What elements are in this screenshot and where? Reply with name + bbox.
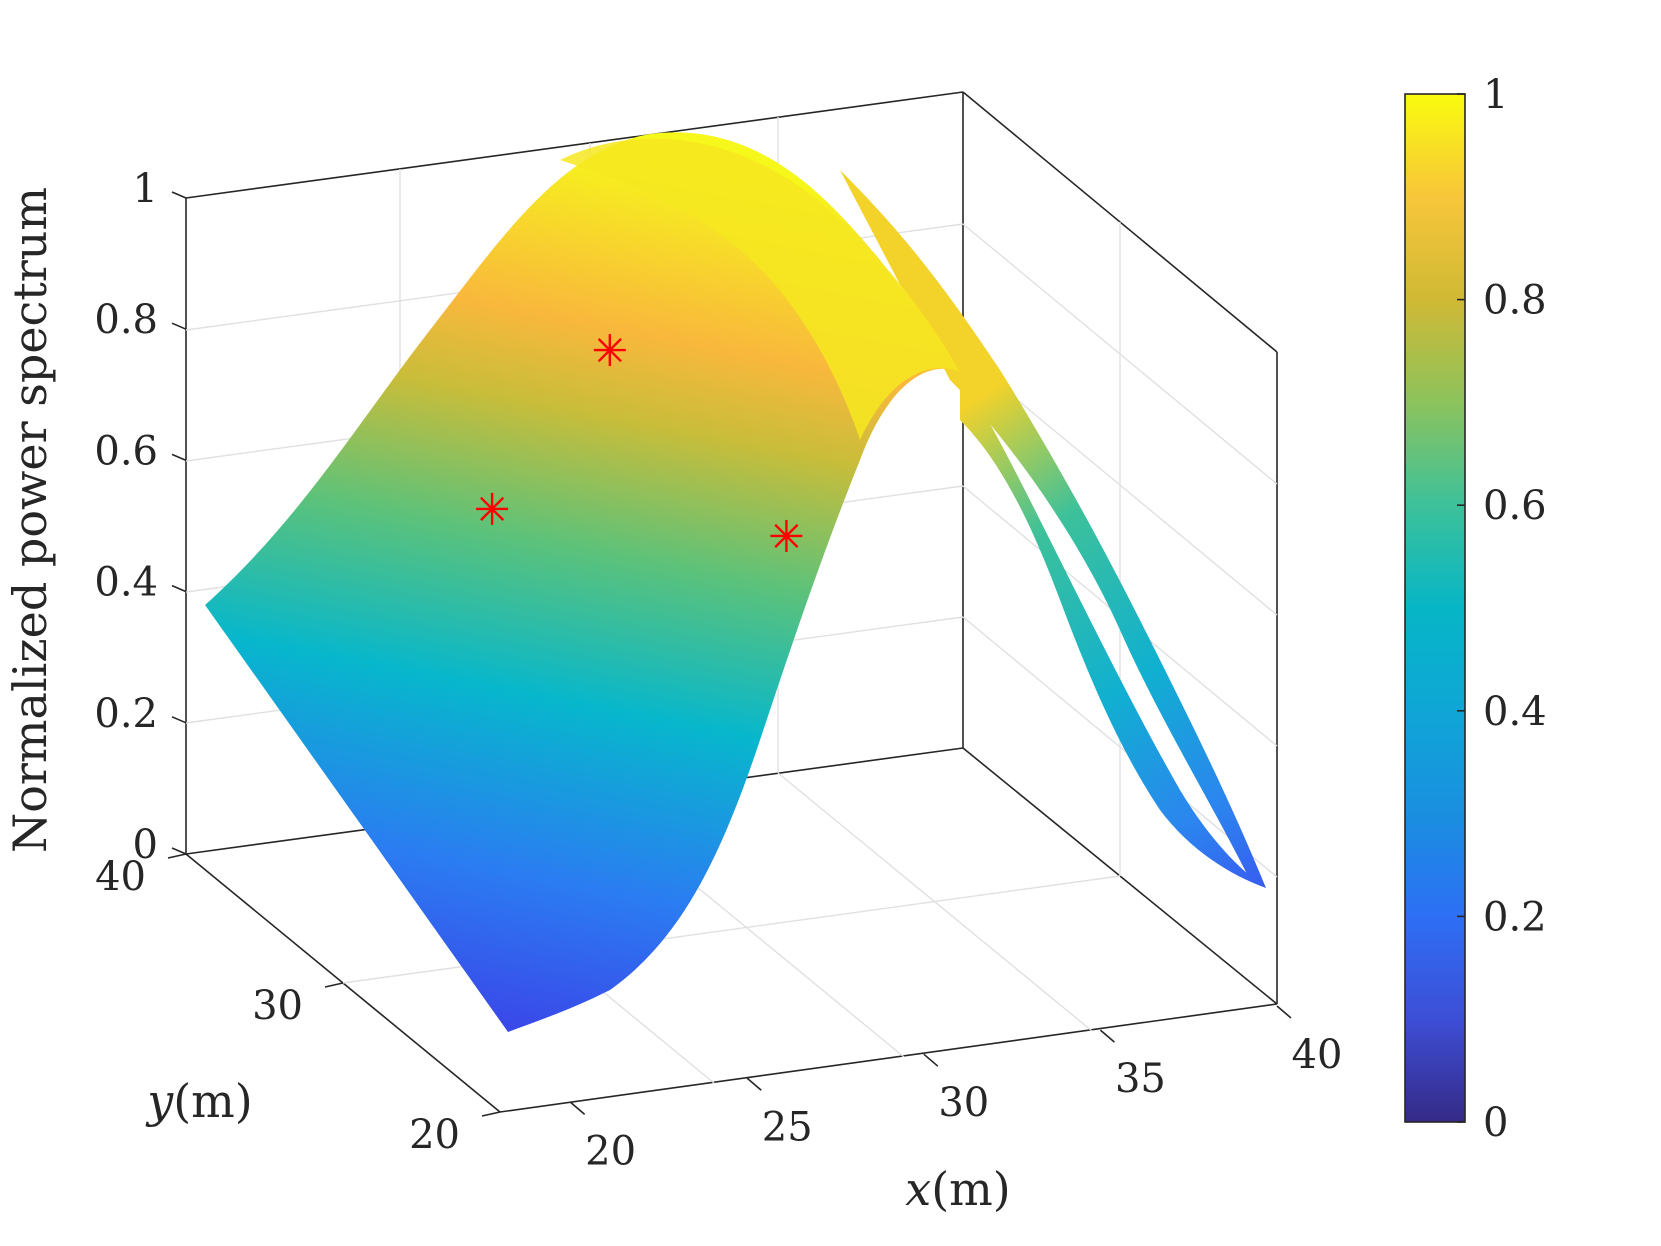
colorbar-ticks: 0 0.2 0.4 0.6 0.8 1 bbox=[1457, 72, 1547, 1146]
x-axis-ticks: 20 25 30 35 40 bbox=[570, 1005, 1343, 1174]
colorbar-tick-label: 0 bbox=[1483, 1100, 1508, 1146]
y-tick-label: 20 bbox=[409, 1112, 460, 1158]
z-tick-label: 0.2 bbox=[94, 691, 158, 737]
surface-back bbox=[840, 170, 1266, 888]
z-tick-label: 0.4 bbox=[94, 560, 158, 606]
marker-3 bbox=[770, 519, 803, 552]
colorbar-ramp bbox=[1404, 93, 1466, 1123]
markers-group bbox=[476, 334, 803, 552]
z-tick-mark bbox=[171, 453, 187, 462]
x-tick-mark bbox=[746, 1077, 762, 1091]
y-tick-label: 40 bbox=[95, 854, 146, 900]
x-tick-mark bbox=[1099, 1029, 1115, 1043]
x-axis-label: x(m) bbox=[905, 1162, 1010, 1216]
y-tick-mark bbox=[167, 853, 187, 859]
z-tick-label: 0 bbox=[133, 822, 158, 868]
x-tick-mark bbox=[570, 1101, 586, 1115]
y-axis-ticks: 20 30 40 bbox=[95, 853, 501, 1158]
colorbar: 0 0.2 0.4 0.6 0.8 1 bbox=[1404, 72, 1547, 1146]
marker-1 bbox=[476, 492, 509, 525]
y-tick-label: 30 bbox=[252, 983, 303, 1029]
x-tick-mark bbox=[1276, 1005, 1292, 1019]
colorbar-tick-label: 0.4 bbox=[1483, 689, 1547, 735]
colorbar-tick-label: 0.6 bbox=[1483, 483, 1547, 529]
colorbar-tick-label: 0.2 bbox=[1483, 894, 1547, 940]
z-axis-ticks: 0 0.2 0.4 0.6 0.8 1 bbox=[94, 166, 187, 868]
x-tick-label: 20 bbox=[585, 1128, 636, 1174]
surface-front bbox=[205, 132, 960, 1033]
z-axis-label: Normalized power spectrum bbox=[3, 187, 57, 853]
x-tick-label: 40 bbox=[1292, 1032, 1343, 1078]
x-tick-label: 30 bbox=[938, 1080, 989, 1126]
surface-ridge bbox=[560, 138, 960, 441]
z-tick-mark bbox=[171, 191, 187, 199]
x-tick-mark bbox=[923, 1053, 939, 1067]
y-tick-mark bbox=[481, 1111, 501, 1117]
marker-2 bbox=[593, 334, 626, 367]
z-tick-label: 0.6 bbox=[94, 428, 158, 474]
y-axis-label: y(m) bbox=[145, 1074, 253, 1128]
z-tick-mark bbox=[171, 322, 187, 330]
x-tick-label: 25 bbox=[762, 1104, 813, 1150]
z-tick-label: 0.8 bbox=[94, 297, 158, 343]
z-tick-mark bbox=[171, 584, 187, 593]
colorbar-tick-label: 1 bbox=[1483, 72, 1508, 118]
x-tick-label: 35 bbox=[1115, 1056, 1166, 1102]
z-tick-label: 1 bbox=[133, 166, 158, 212]
colorbar-tick-label: 0.8 bbox=[1483, 278, 1547, 324]
z-tick-mark bbox=[171, 847, 187, 855]
z-tick-mark bbox=[171, 716, 187, 724]
y-tick-mark bbox=[324, 982, 344, 988]
